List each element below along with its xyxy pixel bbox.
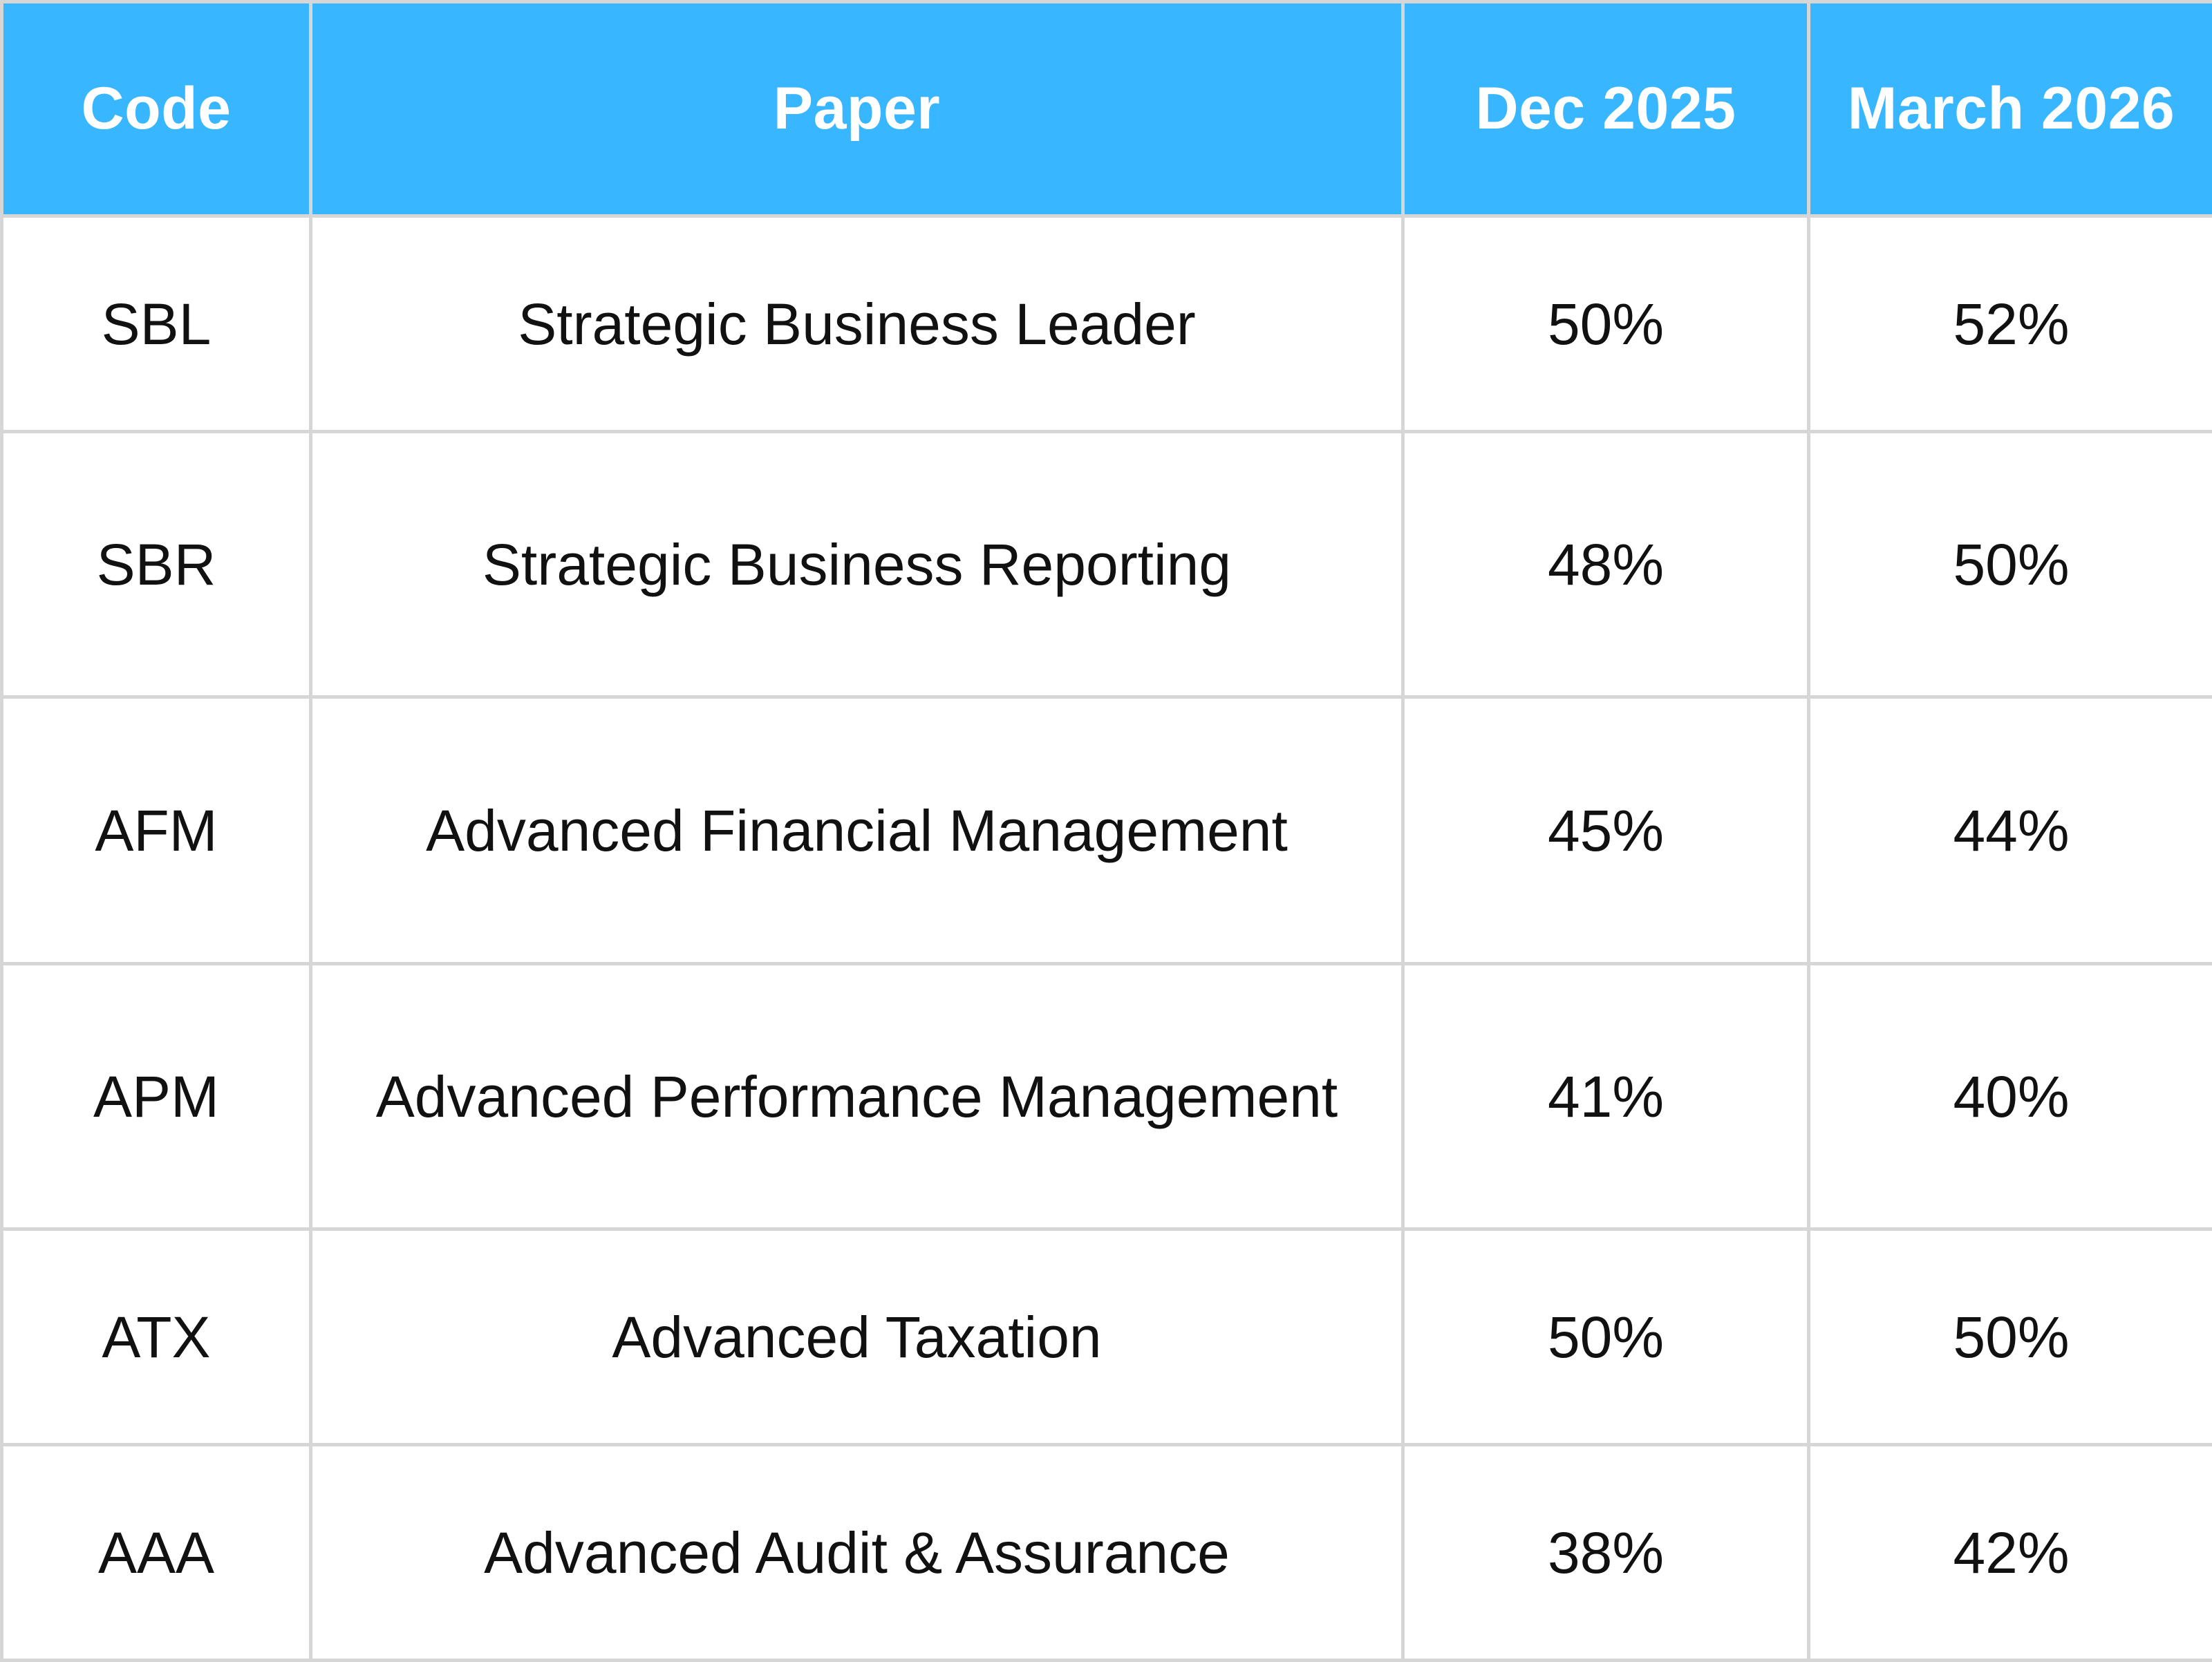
header-row: Code Paper Dec 2025 March 2026 (2, 2, 2212, 216)
cell-dec-2025: 50% (1403, 1229, 1809, 1445)
table-body: SBL Strategic Business Leader 50% 52% SB… (2, 216, 2212, 1661)
cell-code: SBR (2, 432, 311, 697)
column-header-code: Code (2, 2, 311, 216)
cell-paper: Advanced Financial Management (311, 697, 1403, 964)
cell-code: APM (2, 964, 311, 1229)
column-header-paper: Paper (311, 2, 1403, 216)
cell-dec-2025: 38% (1403, 1445, 1809, 1661)
table-row: AFM Advanced Financial Management 45% 44… (2, 697, 2212, 964)
table-row: SBL Strategic Business Leader 50% 52% (2, 216, 2212, 432)
column-header-march-2026: March 2026 (1809, 2, 2212, 216)
cell-paper: Strategic Business Reporting (311, 432, 1403, 697)
cell-code: AFM (2, 697, 311, 964)
cell-march-2026: 40% (1809, 964, 2212, 1229)
table-row: APM Advanced Performance Management 41% … (2, 964, 2212, 1229)
cell-dec-2025: 41% (1403, 964, 1809, 1229)
cell-paper: Advanced Audit & Assurance (311, 1445, 1403, 1661)
cell-dec-2025: 45% (1403, 697, 1809, 964)
cell-dec-2025: 50% (1403, 216, 1809, 432)
cell-code: AAA (2, 1445, 311, 1661)
table-row: AAA Advanced Audit & Assurance 38% 42% (2, 1445, 2212, 1661)
table-row: ATX Advanced Taxation 50% 50% (2, 1229, 2212, 1445)
cell-march-2026: 50% (1809, 432, 2212, 697)
cell-code: SBL (2, 216, 311, 432)
cell-paper: Strategic Business Leader (311, 216, 1403, 432)
cell-code: ATX (2, 1229, 311, 1445)
cell-paper: Advanced Taxation (311, 1229, 1403, 1445)
cell-march-2026: 52% (1809, 216, 2212, 432)
cell-paper: Advanced Performance Management (311, 964, 1403, 1229)
cell-dec-2025: 48% (1403, 432, 1809, 697)
table-header: Code Paper Dec 2025 March 2026 (2, 2, 2212, 216)
cell-march-2026: 42% (1809, 1445, 2212, 1661)
column-header-dec-2025: Dec 2025 (1403, 2, 1809, 216)
table-row: SBR Strategic Business Reporting 48% 50% (2, 432, 2212, 697)
cell-march-2026: 50% (1809, 1229, 2212, 1445)
cell-march-2026: 44% (1809, 697, 2212, 964)
